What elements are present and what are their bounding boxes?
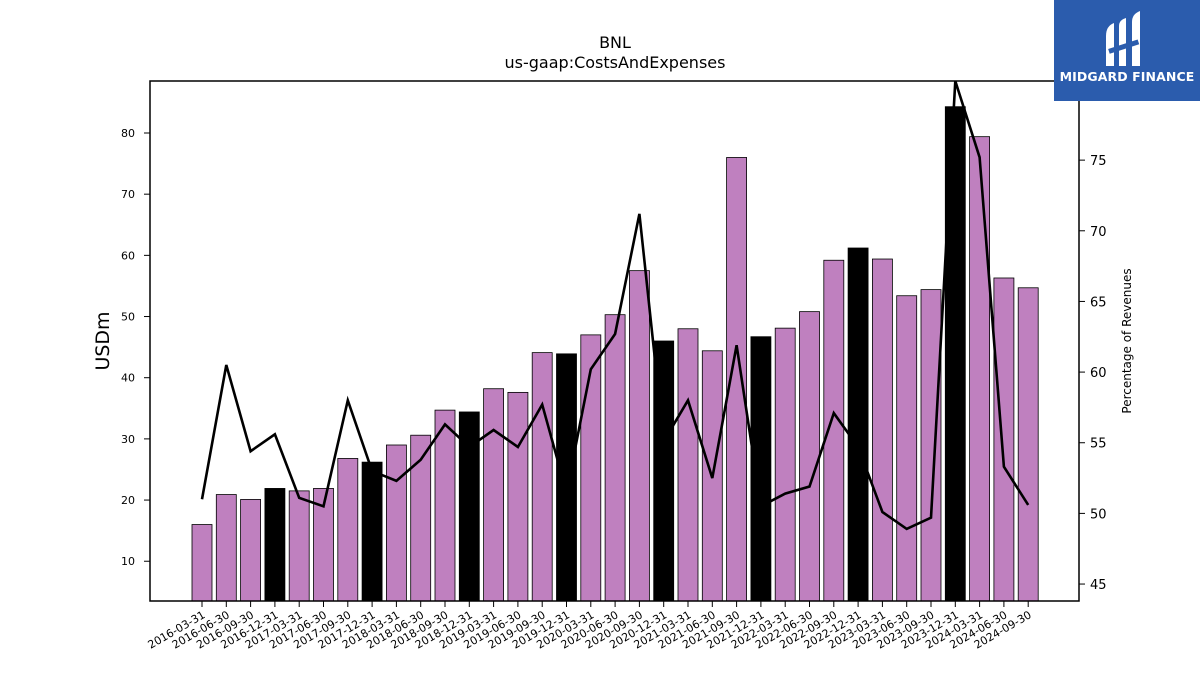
y-tick-label: 70	[121, 188, 135, 201]
bar-2022-12-31	[847, 247, 869, 602]
bar-2018-09-30	[434, 409, 456, 602]
y-tick-label: 80	[121, 127, 135, 140]
chart-title: BNL	[599, 33, 631, 52]
y2-tick-label: 65	[1090, 295, 1107, 310]
y2-tick-label: 50	[1090, 507, 1107, 522]
y-tick-label: 50	[121, 311, 135, 324]
bar-2023-06-30	[896, 295, 918, 602]
plot-frame	[149, 80, 1080, 602]
bar-2020-06-30	[604, 314, 626, 602]
midgard-logo-icon	[1106, 11, 1140, 66]
bar-2019-06-30	[507, 391, 529, 602]
y2-tick-label: 45	[1090, 578, 1107, 593]
y-tick-label: 60	[121, 249, 135, 262]
y2-tick-label: 55	[1090, 437, 1107, 452]
ratio-line	[200, 80, 1030, 531]
bar-2017-09-30	[337, 458, 359, 602]
bar-2022-03-31	[774, 327, 796, 602]
x-axis: 2016-03-312016-06-302016-09-302016-12-31…	[146, 601, 1034, 652]
bar-2021-03-31	[677, 328, 699, 602]
bar-2021-12-31	[750, 336, 772, 602]
midgard-finance-logo: MIDGARD FINANCE	[1054, 0, 1200, 101]
bar-2016-12-31	[264, 488, 286, 602]
y2-axis-label: Percentage of Revenues	[1120, 268, 1134, 413]
bar-2023-12-31	[944, 106, 966, 602]
bars-group	[191, 106, 1039, 602]
y-tick-label: 30	[121, 433, 135, 446]
bar-2024-06-30	[993, 277, 1015, 602]
bar-2023-03-31	[872, 258, 893, 602]
chart-subtitle: us-gaap:CostsAndExpenses	[505, 53, 726, 72]
bar-2020-09-30	[629, 270, 650, 602]
bar-2024-09-30	[1017, 287, 1039, 602]
y-axis-label: USDm	[92, 311, 114, 370]
bar-2019-12-31	[556, 353, 577, 602]
y2-tick-label: 75	[1090, 154, 1107, 169]
y-tick-label: 40	[121, 372, 135, 385]
bar-2016-03-31	[191, 524, 213, 602]
bar-2017-12-31	[361, 461, 383, 602]
y-tick-label: 10	[121, 555, 135, 568]
bar-2022-06-30	[799, 311, 820, 602]
bar-2019-03-31	[483, 388, 505, 602]
logo-text: MIDGARD FINANCE	[1059, 69, 1195, 84]
y-axis: 10 20 30 40 50 60 70 80	[121, 127, 150, 568]
y-tick-label: 20	[121, 494, 135, 507]
bar-2023-09-30	[920, 289, 942, 602]
bar-2016-09-30	[240, 499, 262, 602]
bar-2017-03-31	[288, 490, 310, 602]
y2-tick-label: 70	[1090, 225, 1107, 240]
bar-2016-06-30	[215, 494, 237, 602]
bar-2024-03-31	[969, 136, 990, 602]
bar-2019-09-30	[531, 352, 553, 602]
y2-axis: 45 50 55 60 65 70 75	[1079, 154, 1107, 593]
bar-2018-03-31	[385, 444, 407, 602]
y2-tick-label: 60	[1090, 366, 1107, 381]
